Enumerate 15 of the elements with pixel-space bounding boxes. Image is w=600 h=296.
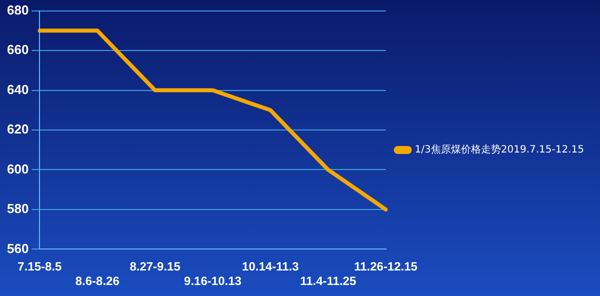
y-tick-label: 620	[6, 122, 29, 137]
x-tick-label: 8.6-8.26	[75, 274, 120, 288]
legend-label: 1/3焦原煤价格走势2019.7.15-12.15	[414, 144, 584, 156]
y-tick-label: 600	[6, 161, 29, 176]
y-tick-label: 580	[6, 201, 29, 216]
x-tick-label: 11.26-12.15	[354, 260, 418, 274]
x-tick-label: 9.16-10.13	[184, 274, 242, 288]
x-tick-label: 10.14-11.3	[242, 260, 300, 274]
y-tick-label: 640	[6, 82, 29, 97]
x-tick-label: 11.4-11.25	[300, 274, 356, 288]
y-tick-label: 560	[6, 240, 29, 256]
y-tick-label: 680	[6, 2, 29, 18]
x-tick-label: 8.27-9.15	[130, 260, 181, 274]
x-tick-label: 7.15-8.5	[18, 260, 62, 274]
y-tick-label: 660	[6, 42, 29, 58]
